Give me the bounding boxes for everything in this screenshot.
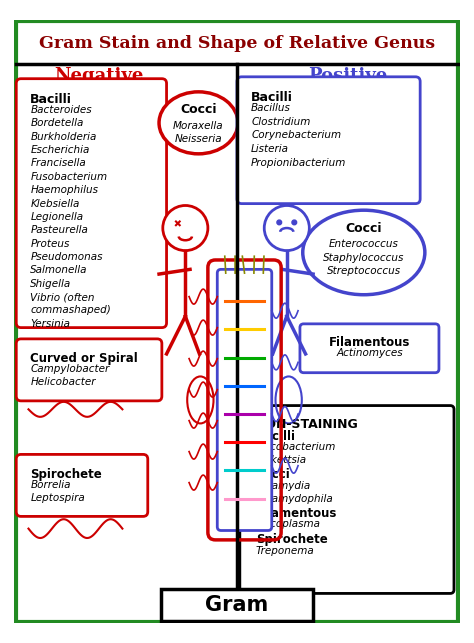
Text: Enterococcus
Staphylococcus
Streptococcus: Enterococcus Staphylococcus Streptococcu… (323, 239, 404, 276)
Text: Filamentous: Filamentous (329, 336, 410, 349)
FancyBboxPatch shape (240, 406, 454, 593)
Text: Spirochete: Spirochete (256, 533, 328, 547)
Circle shape (292, 220, 297, 225)
Text: Mycoplasma: Mycoplasma (256, 519, 321, 529)
Text: Treponema: Treponema (256, 545, 315, 556)
FancyBboxPatch shape (16, 78, 166, 327)
Text: Campylobacter
Helicobacter: Campylobacter Helicobacter (30, 364, 109, 388)
Text: Bacillus
Clostridium
Corynebacterium
Listeria
Propionibacterium: Bacillus Clostridium Corynebacterium Lis… (251, 103, 346, 168)
Text: Actinomyces: Actinomyces (336, 349, 403, 358)
FancyBboxPatch shape (16, 339, 162, 401)
Circle shape (264, 206, 310, 251)
Text: Bacilli: Bacilli (256, 430, 296, 443)
Ellipse shape (303, 210, 425, 294)
FancyBboxPatch shape (161, 589, 313, 620)
FancyBboxPatch shape (16, 21, 458, 622)
Text: Cocci: Cocci (256, 469, 291, 482)
Text: Chlamydia
Chlamydophila: Chlamydia Chlamydophila (256, 481, 334, 504)
Text: Bacteroides
Bordetella
Burkholderia
Escherichia
Francisella
Fusobacterium
Haemop: Bacteroides Bordetella Burkholderia Esch… (30, 105, 111, 329)
Text: Mycobacterium
Rickettsia: Mycobacterium Rickettsia (256, 442, 336, 466)
FancyBboxPatch shape (217, 269, 272, 530)
FancyBboxPatch shape (300, 324, 439, 373)
Text: Spirochete: Spirochete (30, 467, 102, 480)
Text: Moraxella
Neisseria: Moraxella Neisseria (173, 121, 224, 144)
Text: Negative: Negative (54, 67, 144, 85)
Text: Cocci: Cocci (180, 103, 217, 116)
Text: Gram Stain and Shape of Relative Genus: Gram Stain and Shape of Relative Genus (39, 35, 435, 53)
Circle shape (277, 220, 282, 225)
Text: Bacilli: Bacilli (251, 91, 293, 104)
Text: Borrelia
Leptospira: Borrelia Leptospira (30, 480, 85, 503)
Circle shape (163, 206, 208, 251)
FancyBboxPatch shape (237, 77, 420, 204)
Text: Filamentous: Filamentous (256, 507, 337, 520)
Text: Curved or Spiral: Curved or Spiral (30, 352, 138, 365)
Text: Bacilli: Bacilli (30, 93, 72, 106)
Text: Cocci: Cocci (346, 222, 382, 235)
Text: Positive: Positive (308, 67, 387, 85)
Text: NON-STAINING: NON-STAINING (256, 418, 358, 431)
FancyBboxPatch shape (16, 455, 148, 516)
Ellipse shape (159, 92, 238, 154)
Text: Gram: Gram (205, 595, 269, 615)
